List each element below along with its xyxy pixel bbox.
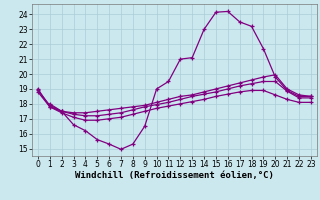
X-axis label: Windchill (Refroidissement éolien,°C): Windchill (Refroidissement éolien,°C) xyxy=(75,171,274,180)
